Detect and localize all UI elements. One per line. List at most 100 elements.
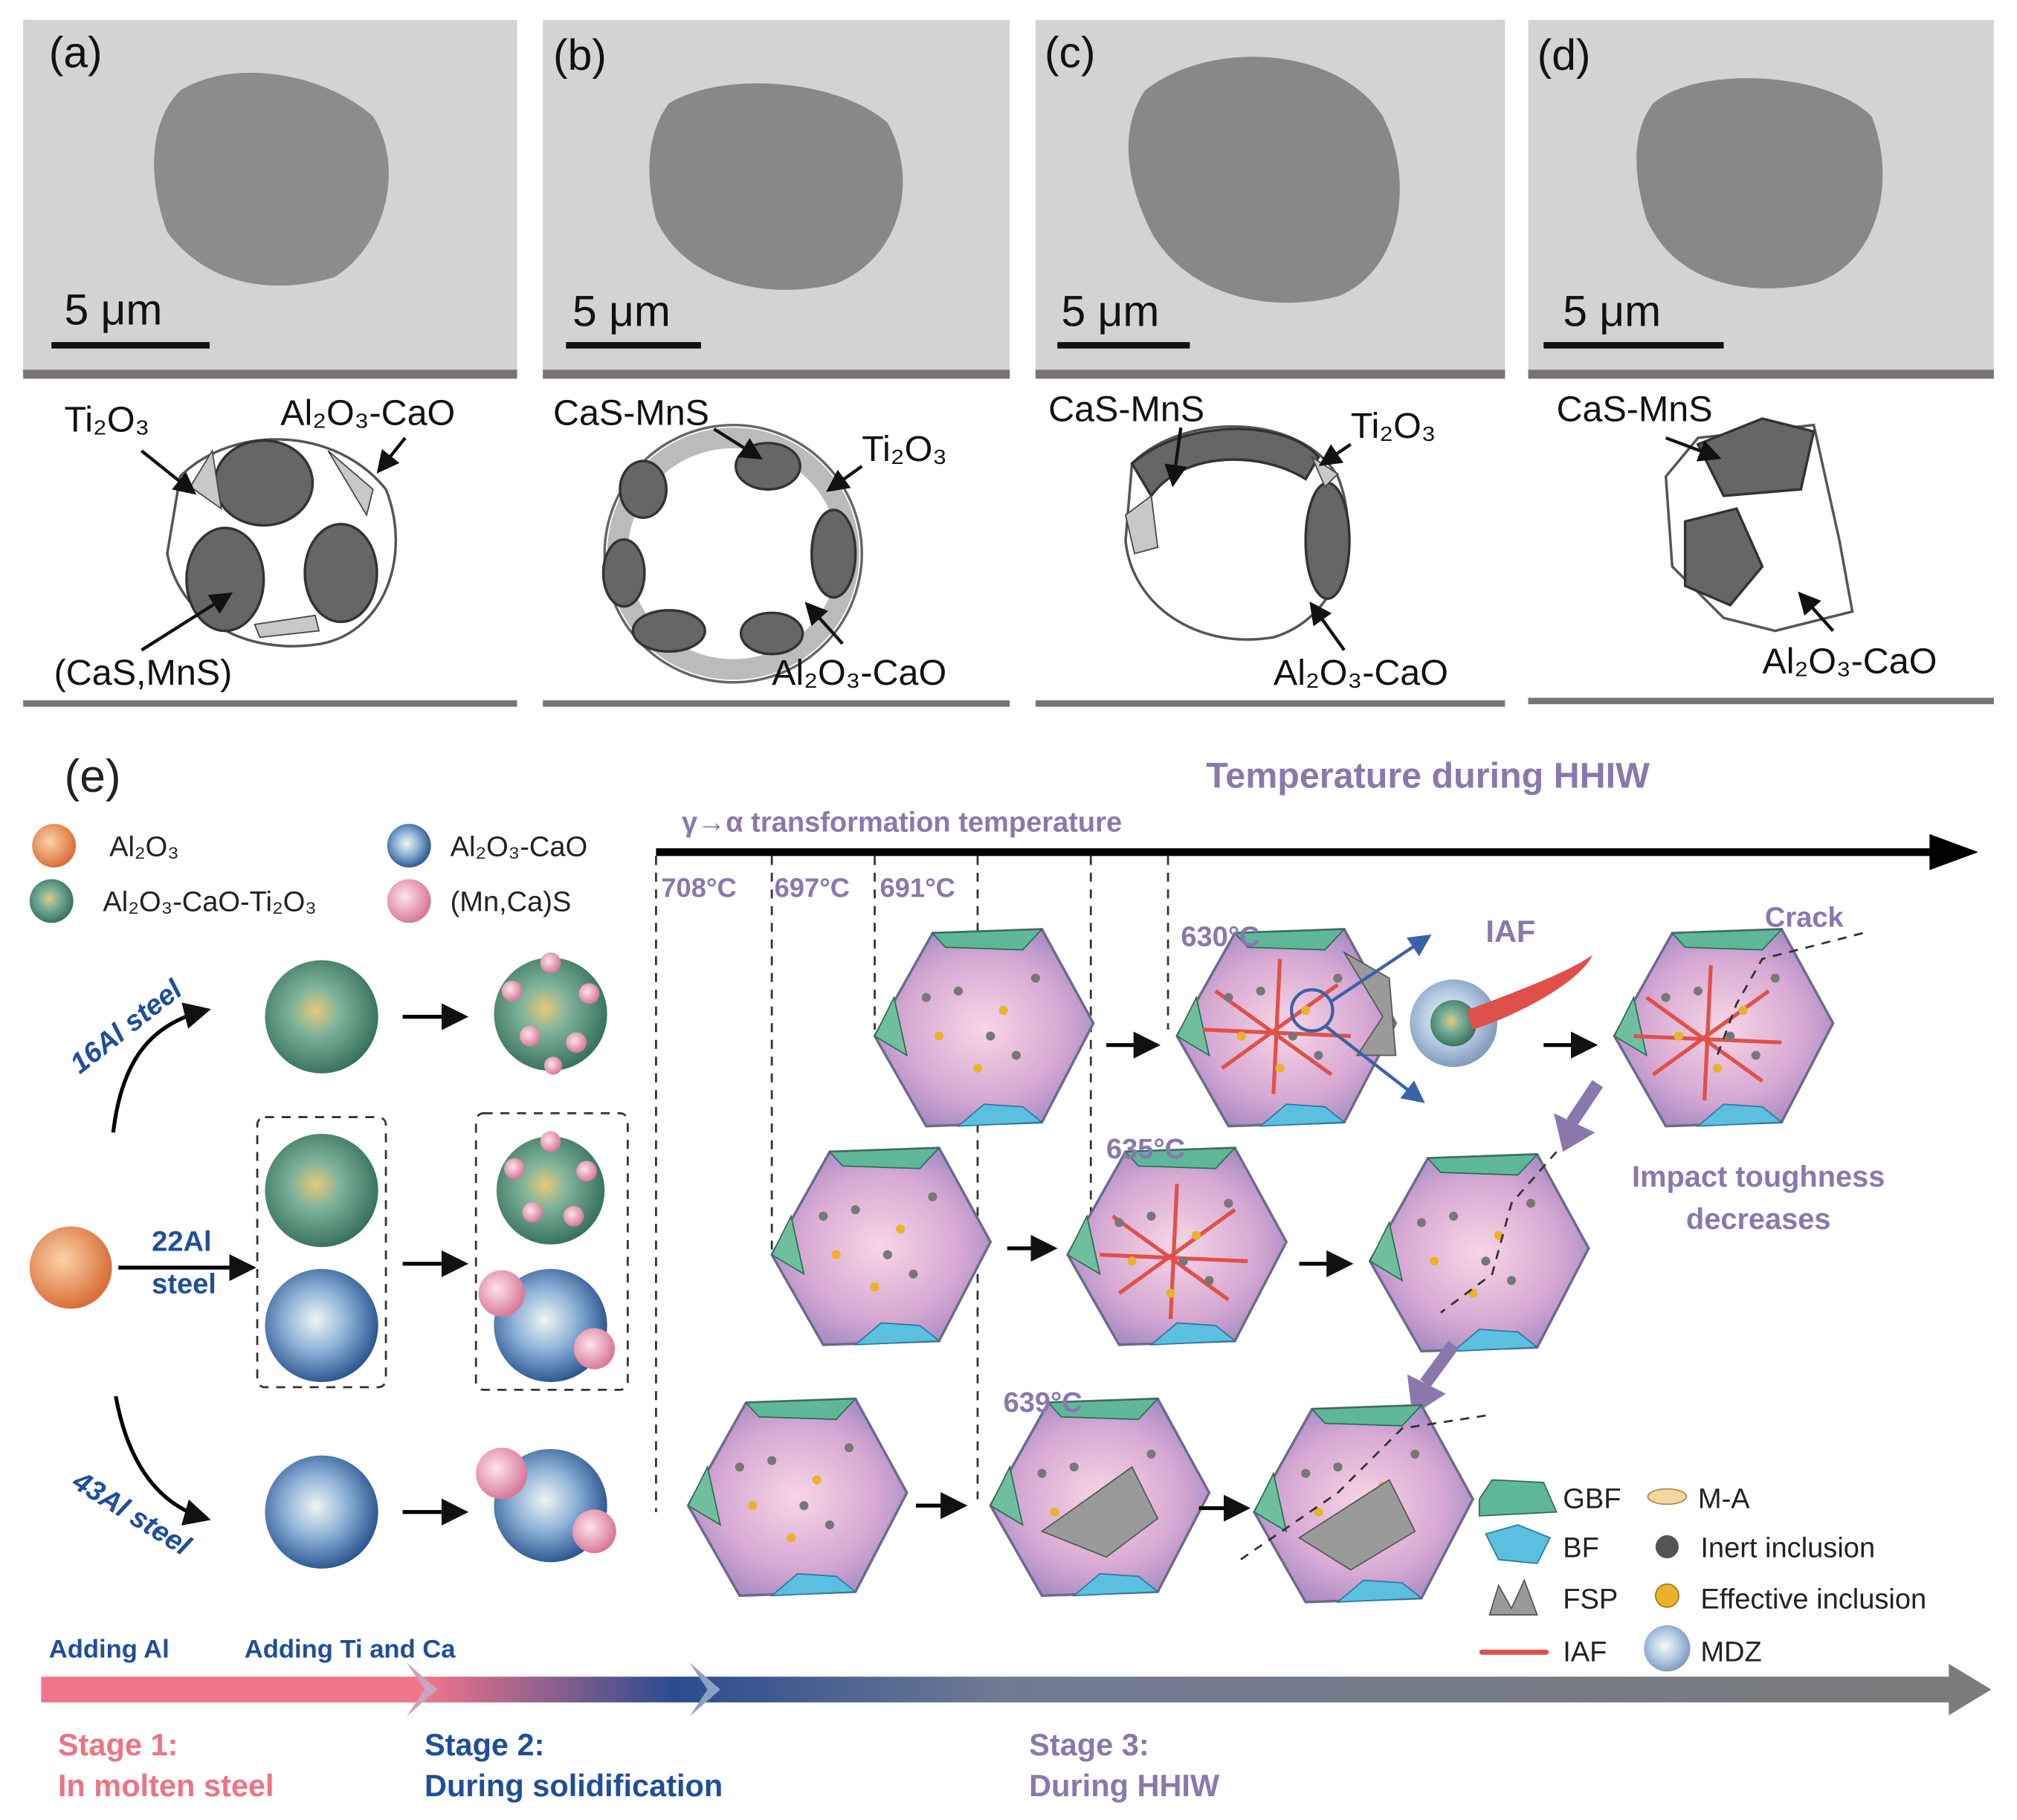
- shape: [563, 1205, 584, 1227]
- label: Temperature during HHIW: [1206, 756, 1650, 796]
- shape: [1683, 507, 1764, 607]
- label: 691°C: [880, 873, 955, 903]
- label: Al₂O₃-CaO: [280, 393, 455, 433]
- shape: [1330, 934, 1432, 1003]
- shape: [1035, 700, 1506, 707]
- label: Ti₂O₃: [862, 429, 947, 469]
- shape: [566, 1032, 587, 1053]
- shape: [327, 450, 374, 517]
- shape: [1488, 1578, 1538, 1616]
- label: Ti₂O₃: [65, 399, 150, 439]
- label: 708°C: [661, 873, 736, 903]
- shape: [1528, 370, 1994, 379]
- shape: [1466, 955, 1593, 1030]
- shape: [543, 700, 1010, 707]
- shape: [1040, 1465, 1159, 1558]
- shape: [1289, 988, 1335, 1033]
- shape: [603, 423, 863, 684]
- illustration: [1066, 1146, 1288, 1346]
- shape: [1566, 1080, 1604, 1126]
- shape: [501, 981, 523, 1001]
- label: Al₂O₃-CaO-Ti₂O₃: [103, 887, 316, 918]
- shape: [387, 824, 431, 868]
- shape: [501, 952, 600, 1075]
- shape: [478, 1270, 525, 1317]
- shape: [689, 1662, 720, 1717]
- shape: [576, 1161, 597, 1182]
- shape: [540, 1131, 561, 1152]
- shape: [376, 436, 407, 474]
- shape: [1665, 436, 1722, 462]
- shape: [601, 538, 646, 608]
- label: BF: [1563, 1532, 1599, 1564]
- shape: [1430, 1000, 1477, 1047]
- shape: [1644, 1625, 1691, 1672]
- shape: [1318, 442, 1352, 467]
- shape: [1636, 78, 1883, 288]
- label: γ→α transformation temperature: [682, 807, 1122, 838]
- panel-d: (d) 5 μm CaS-MnS Al₂O₃-CaO: [1528, 19, 1994, 705]
- shape: [804, 601, 844, 645]
- shape: [1528, 697, 1994, 705]
- shape: [504, 1158, 525, 1179]
- shape: [254, 614, 320, 639]
- shape: [1323, 1024, 1425, 1103]
- shape: [114, 1395, 211, 1526]
- shape: [1716, 932, 1863, 1056]
- shape: [1647, 1488, 1688, 1506]
- label: IAF: [1563, 1636, 1607, 1668]
- label: During HHIW: [1029, 1768, 1220, 1803]
- label: Stage 2:: [425, 1727, 545, 1762]
- label: Al₂O₃: [109, 831, 179, 862]
- panel-e: (e) Temperature during HHIW γ→α transfor…: [29, 751, 1992, 1803]
- shape: [140, 449, 197, 495]
- shape: [1234, 1414, 1486, 1565]
- label: 5 μm: [65, 286, 163, 335]
- illustration: [873, 928, 1095, 1128]
- label: Al₂O₃-CaO: [772, 653, 946, 693]
- shape: [406, 1662, 438, 1717]
- label: Al₂O₃-CaO: [451, 831, 588, 862]
- shape: [1664, 423, 1854, 633]
- shape: [1164, 427, 1187, 488]
- shape: [1440, 1151, 1558, 1314]
- label: 630°C: [1181, 921, 1259, 952]
- label: (b): [553, 31, 607, 80]
- label: Stage 1:: [58, 1727, 178, 1762]
- label: CaS-MnS: [553, 393, 709, 433]
- label: Inert inclusion: [1700, 1532, 1875, 1564]
- shape: [739, 611, 804, 656]
- shape: [111, 1002, 211, 1133]
- shape: [213, 439, 314, 527]
- shape: [1929, 833, 1979, 871]
- shape: [1654, 1583, 1679, 1608]
- label: decreases: [1686, 1203, 1831, 1236]
- panel-a: (a) 5 μm Ti₂O₃ Al₂O₃-CaO (CaS,MnS): [23, 19, 517, 707]
- shape: [23, 370, 517, 379]
- label: MDZ: [1700, 1636, 1761, 1668]
- shape: [540, 952, 561, 973]
- shape: [649, 83, 903, 290]
- shape: [1128, 57, 1400, 303]
- shape: [543, 370, 1010, 379]
- label: (c): [1045, 29, 1096, 77]
- shape: [256, 1116, 387, 1389]
- shape: [826, 465, 863, 492]
- shape: [520, 1025, 540, 1047]
- shape: [1304, 481, 1351, 601]
- shape: [1798, 591, 1835, 632]
- shape: [1485, 1524, 1552, 1564]
- label: FSP: [1563, 1584, 1618, 1616]
- shape: [189, 448, 222, 511]
- shape: [713, 427, 763, 460]
- shape: [265, 1455, 378, 1569]
- illustration: [686, 1397, 909, 1597]
- shape: [1949, 1663, 1992, 1716]
- label: Stage 3:: [1029, 1727, 1149, 1762]
- label: 5 μm: [1563, 287, 1661, 335]
- shape: [265, 960, 378, 1074]
- shape: [1035, 370, 1506, 379]
- label: 22Al: [152, 1227, 211, 1258]
